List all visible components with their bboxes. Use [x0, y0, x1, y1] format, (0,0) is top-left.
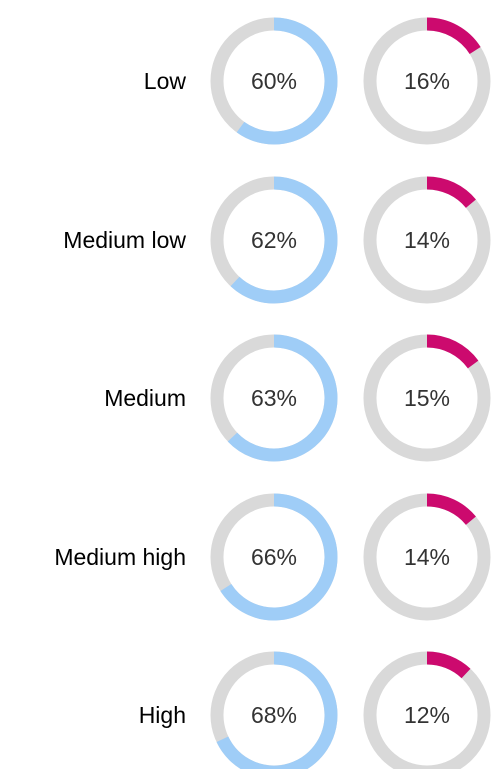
donut-value-label: 63% [251, 385, 297, 411]
donut-value-label: 66% [251, 544, 297, 570]
donut-value-arc [220, 493, 338, 621]
donut-medium-2: 15% [363, 334, 491, 462]
donut-value-arc [426, 176, 476, 209]
donut-value-label: 15% [404, 385, 450, 411]
donut-value-arc [426, 493, 476, 526]
donut-value-label: 16% [404, 68, 450, 94]
category-label-medium-low: Medium low [63, 227, 186, 253]
donut-high-2: 12% [363, 651, 491, 769]
category-label-low: Low [144, 68, 187, 94]
donut-value-label: 14% [404, 544, 450, 570]
donut-value-label: 60% [251, 68, 297, 94]
donut-low-1: 60% [210, 17, 338, 145]
donut-medium-1: 63% [210, 334, 338, 462]
category-label-medium: Medium [104, 385, 186, 411]
donut-medium-high-1: 66% [210, 493, 338, 621]
donut-value-arc [216, 651, 338, 769]
category-label-high: High [139, 702, 186, 728]
donut-medium-high-2: 14% [363, 493, 491, 621]
donut-medium-low-1: 62% [210, 176, 338, 304]
donut-value-label: 68% [251, 702, 297, 728]
donut-high-1: 68% [210, 651, 338, 769]
donut-value-arc [227, 334, 338, 462]
donut-value-arc [426, 334, 479, 369]
donut-medium-low-2: 14% [363, 176, 491, 304]
donut-value-label: 12% [404, 702, 450, 728]
donut-value-arc [426, 17, 481, 55]
category-label-medium-high: Medium high [54, 544, 186, 570]
donut-value-arc [236, 17, 338, 145]
donut-value-arc [230, 176, 338, 304]
donut-value-label: 62% [251, 227, 297, 253]
donut-value-arc [426, 651, 471, 679]
donut-value-label: 14% [404, 227, 450, 253]
donut-low-2: 16% [363, 17, 491, 145]
